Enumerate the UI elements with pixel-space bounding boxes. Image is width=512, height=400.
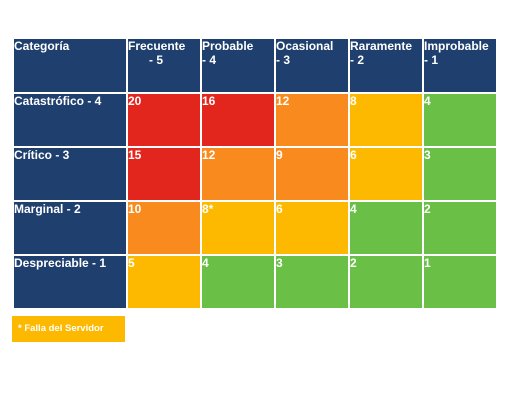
risk-cell: 12: [274, 92, 350, 148]
risk-cell: 6: [348, 146, 424, 202]
table-row: Catastrófico - 4 20 16 12 8 4: [12, 92, 498, 148]
header-category: Categoría: [12, 37, 128, 94]
header-improbable: Improbable - 1: [422, 37, 498, 94]
risk-cell: 9: [274, 146, 350, 202]
risk-cell: 4: [348, 200, 424, 256]
table-row: Despreciable - 1 5 4 3 2 1: [12, 254, 498, 310]
row-label: Despreciable - 1: [12, 254, 128, 310]
risk-cell: 16: [200, 92, 276, 148]
risk-cell: 4: [200, 254, 276, 310]
risk-cell: 8*: [200, 200, 276, 256]
risk-cell: 5: [126, 254, 202, 310]
row-label: Crítico - 3: [12, 146, 128, 202]
risk-cell: 1: [422, 254, 498, 310]
risk-cell: 15: [126, 146, 202, 202]
risk-cell: 12: [200, 146, 276, 202]
table-row: Crítico - 3 15 12 9 6 3: [12, 146, 498, 202]
header-raramente: Raramente - 2: [348, 37, 424, 94]
risk-cell: 8: [348, 92, 424, 148]
row-label: Catastrófico - 4: [12, 92, 128, 148]
risk-cell: 4: [422, 92, 498, 148]
risk-cell: 3: [274, 254, 350, 310]
header-row: Categoría Frecuente - 5 Probable - 4 Ocasi…: [12, 37, 498, 94]
risk-cell: 10: [126, 200, 202, 256]
header-ocasional: Ocasional - 3: [274, 37, 350, 94]
risk-matrix: Categoría Frecuente - 5 Probable - 4 Ocasi…: [12, 37, 498, 310]
table-row: Marginal - 2 10 8* 6 4 2: [12, 200, 498, 256]
legend-note: * Falla del Servidor: [12, 316, 125, 342]
row-label: Marginal - 2: [12, 200, 128, 256]
risk-cell: 2: [348, 254, 424, 310]
risk-cell: 2: [422, 200, 498, 256]
header-frecuente: Frecuente - 5: [126, 37, 202, 94]
header-probable: Probable - 4: [200, 37, 276, 94]
risk-cell: 3: [422, 146, 498, 202]
risk-cell: 6: [274, 200, 350, 256]
risk-cell: 20: [126, 92, 202, 148]
